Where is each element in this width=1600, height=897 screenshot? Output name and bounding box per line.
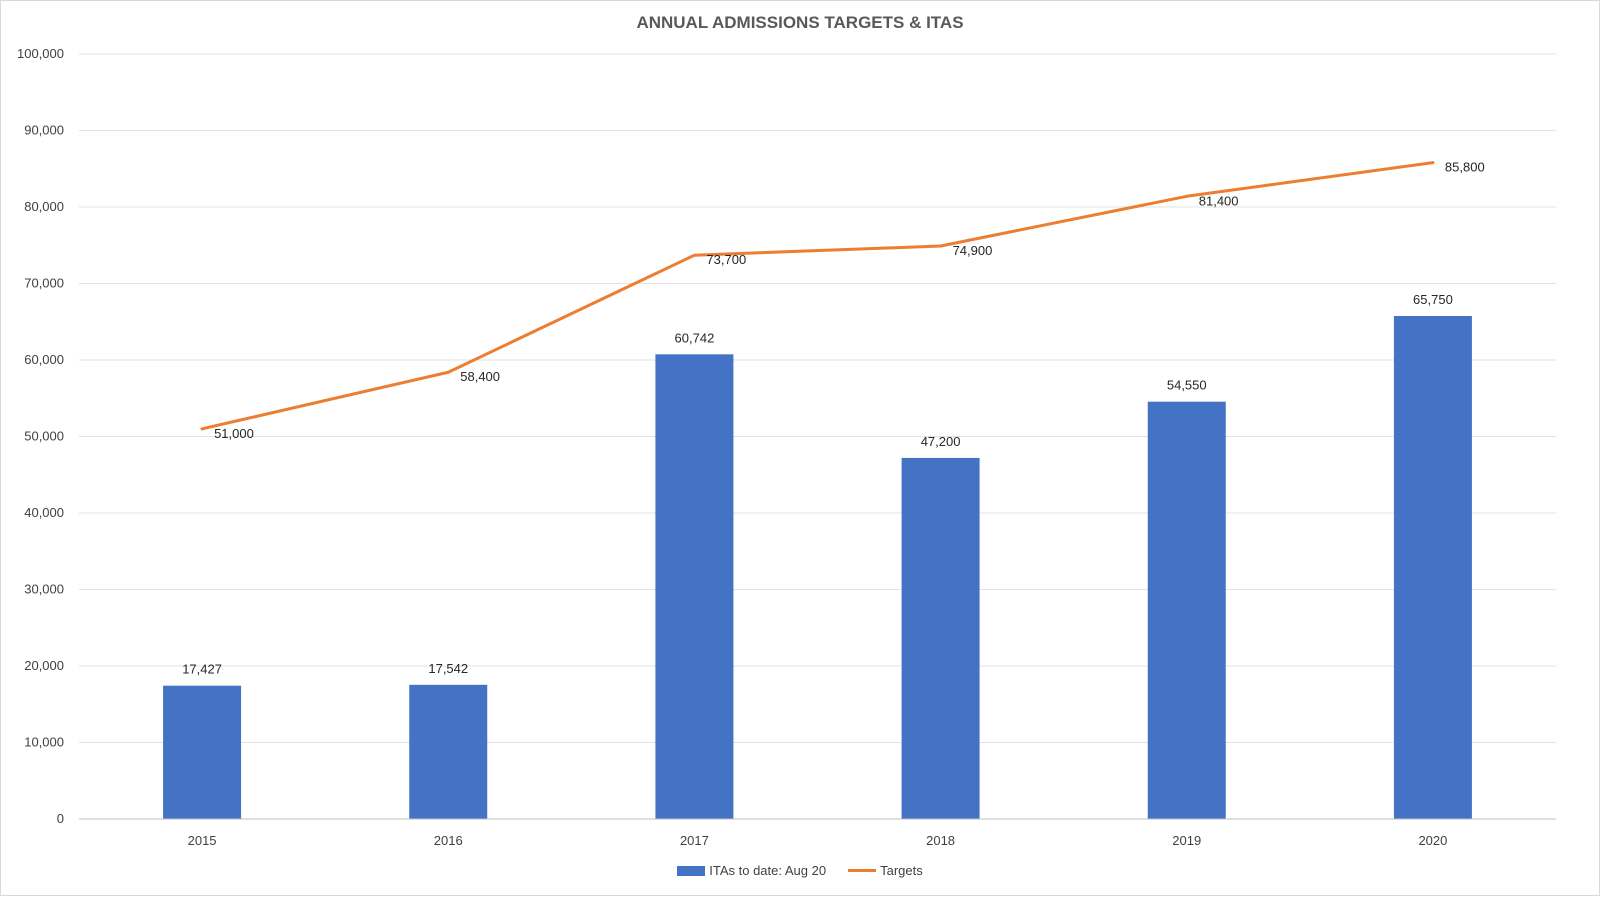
- bar: [1393, 316, 1472, 819]
- legend-swatch-targets: [848, 869, 877, 872]
- line-point: [692, 253, 696, 257]
- line-point: [200, 427, 204, 431]
- y-tick-label: 0: [57, 811, 64, 826]
- legend-item-targets: Targets: [848, 863, 923, 878]
- line-data-label: 51,000: [214, 426, 254, 441]
- legend-item-itas: ITAs to date: Aug 20: [677, 863, 826, 878]
- y-tick-label: 60,000: [24, 352, 64, 367]
- x-tick-label: 2020: [1418, 833, 1447, 848]
- y-tick-label: 70,000: [24, 276, 64, 291]
- bar: [409, 684, 488, 819]
- chart-title: ANNUAL ADMISSIONS TARGETS & ITAS: [636, 13, 964, 32]
- legend-swatch-itas: [677, 865, 706, 876]
- bar-data-label: 17,542: [428, 661, 468, 676]
- bar-data-label: 65,750: [1413, 292, 1453, 307]
- y-tick-label: 30,000: [24, 582, 64, 597]
- bar: [655, 354, 734, 819]
- line-data-label: 73,700: [706, 252, 746, 267]
- line-data-label: 85,800: [1445, 160, 1485, 175]
- bar-data-label: 17,427: [182, 662, 222, 677]
- y-tick-label: 90,000: [24, 123, 64, 138]
- line-point: [939, 244, 943, 248]
- line-data-label: 58,400: [460, 369, 500, 384]
- line-point: [1185, 194, 1189, 198]
- bar-data-label: 60,742: [675, 330, 715, 345]
- y-tick-label: 20,000: [24, 658, 64, 673]
- bar: [901, 457, 980, 819]
- line-point: [446, 370, 450, 374]
- x-tick-label: 2016: [434, 833, 463, 848]
- legend-label-itas: ITAs to date: Aug 20: [709, 863, 827, 878]
- bar-data-label: 47,200: [921, 434, 961, 449]
- line-point: [1431, 161, 1435, 165]
- x-tick-label: 2015: [188, 833, 217, 848]
- bar-data-label: 54,550: [1167, 378, 1207, 393]
- y-tick-label: 100,000: [17, 46, 64, 61]
- line-data-label: 81,400: [1199, 193, 1239, 208]
- bar: [1147, 401, 1226, 819]
- y-tick-label: 40,000: [24, 505, 64, 520]
- targets-line: [200, 161, 1435, 431]
- x-tick-label: 2017: [680, 833, 709, 848]
- line-data-label: 74,900: [953, 243, 993, 258]
- y-tick-label: 80,000: [24, 199, 64, 214]
- x-tick-label: 2019: [1172, 833, 1201, 848]
- x-tick-label: 2018: [926, 833, 955, 848]
- y-tick-label: 50,000: [24, 429, 64, 444]
- legend-label-targets: Targets: [880, 863, 923, 878]
- chart-legend: ITAs to date: Aug 20 Targets: [1, 863, 1599, 878]
- y-tick-label: 10,000: [24, 735, 64, 750]
- bar: [163, 685, 242, 819]
